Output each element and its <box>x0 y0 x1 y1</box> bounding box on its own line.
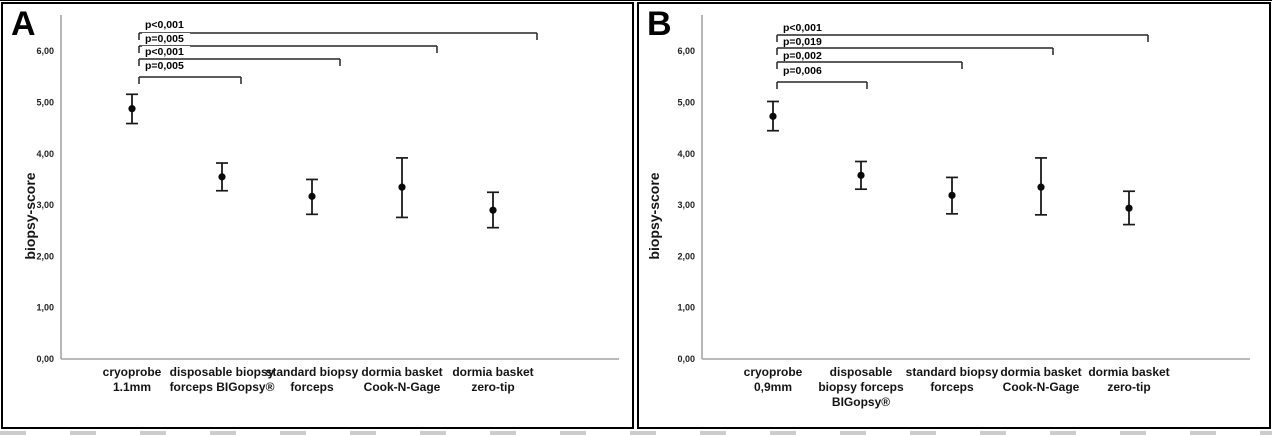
data-point-marker <box>1125 204 1133 212</box>
y-tick-label: 1,00 <box>36 303 54 313</box>
significance-bracket <box>138 76 242 84</box>
errorbar-2 <box>306 178 318 216</box>
y-tick-label: 4,00 <box>36 149 54 159</box>
y-tick-label: 6,00 <box>677 46 695 56</box>
data-point-marker <box>489 206 497 214</box>
y-tick-label: 5,00 <box>677 98 695 108</box>
p-value-label: p<0,001 <box>145 19 184 31</box>
errorbar-1 <box>855 160 867 191</box>
p-value-label: p=0,005 <box>145 33 184 45</box>
data-point-marker <box>308 192 316 200</box>
y-tick-label: 5,00 <box>36 98 54 108</box>
data-point-marker <box>857 171 865 179</box>
data-point-marker <box>948 191 956 199</box>
p-value-label-bg <box>780 36 829 47</box>
data-point-marker <box>769 112 777 120</box>
y-tick-label: 2,00 <box>36 251 54 261</box>
y-tick-label: 3,00 <box>36 200 54 210</box>
y-tick-label: 1,00 <box>677 303 695 313</box>
panel-b-letter: B <box>647 5 672 43</box>
data-point-marker <box>398 183 406 191</box>
p-value-label: p=0,002 <box>783 50 822 62</box>
significance-bracket <box>776 34 1149 42</box>
p-value-label-bg <box>142 60 191 71</box>
p-value-label-bg <box>780 22 829 33</box>
errorbar-4 <box>487 191 499 229</box>
p-value-label-bg <box>780 50 829 61</box>
significance-bracket <box>138 32 538 40</box>
y-tick-label: 6,00 <box>36 46 54 56</box>
panel-a-plot: 0,001,002,003,004,005,006,00p<0,001p=0,0… <box>36 15 619 364</box>
errorbar-3 <box>396 157 408 219</box>
p-value-label: p<0,001 <box>783 22 822 34</box>
errorbar-1 <box>216 162 228 192</box>
p-value-label: p=0,019 <box>783 36 822 48</box>
errorbar-0 <box>767 100 779 132</box>
data-point-marker <box>218 173 226 181</box>
errorbar-3 <box>1035 157 1047 216</box>
p-value-label-bg <box>142 19 191 30</box>
errorbar-0 <box>126 93 138 125</box>
panel-a-letter: A <box>11 5 36 43</box>
panel-b-plot: 0,00 1,00 2,00 3,00 4,00 5,00 6,00 p<0,001 p=0,0… <box>677 15 1250 364</box>
panel-b: B biopsy-score 0,00 1,00 2,00 3,00 4,00 5,00 6… <box>637 2 1271 429</box>
p-value-label-bg <box>142 33 191 44</box>
significance-bracket <box>138 58 341 66</box>
p-value-label: p<0,001 <box>145 46 184 58</box>
cropped-caption-strip <box>0 431 1272 435</box>
errorbar-4 <box>1123 190 1135 226</box>
y-tick-label: 0,00 <box>36 354 54 364</box>
p-value-label-bg <box>780 65 829 76</box>
p-value-label: p=0,005 <box>145 60 184 72</box>
data-point-marker <box>1037 183 1045 191</box>
significance-bracket <box>776 81 868 89</box>
panel-a: A biopsy-score 0,00 1,00 2,00 3,00 4,00 5,00 6… <box>1 2 634 429</box>
p-value-label-bg <box>142 46 191 57</box>
p-value-label: p=0,006 <box>783 65 822 77</box>
y-tick-label: 4,00 <box>677 149 695 159</box>
data-point-marker <box>128 105 136 113</box>
significance-bracket <box>776 61 963 69</box>
errorbar-2 <box>946 176 958 215</box>
y-tick-label: 0,00 <box>677 354 695 364</box>
y-tick-label: 3,00 <box>677 200 695 210</box>
significance-bracket <box>776 47 1054 55</box>
y-tick-label: 2,00 <box>677 251 695 261</box>
